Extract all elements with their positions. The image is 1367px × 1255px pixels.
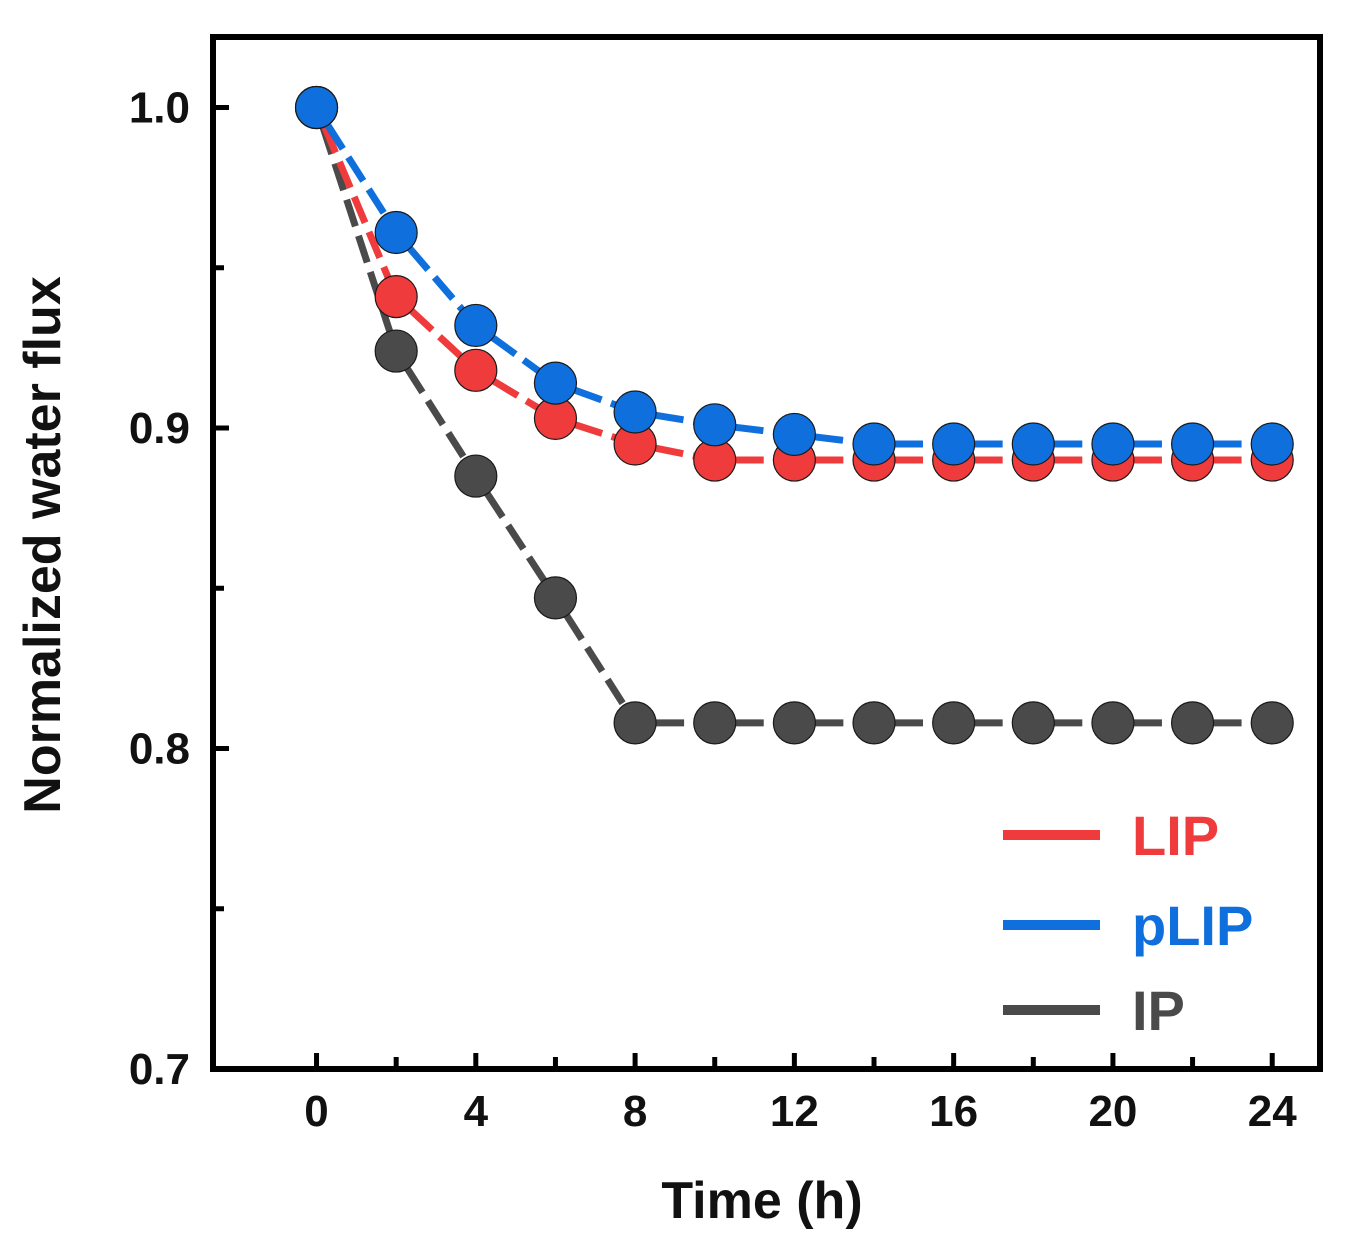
x-axis-title: Time (h) (661, 1172, 862, 1230)
data-point (454, 348, 498, 392)
data-point (852, 701, 896, 745)
data-point (454, 454, 498, 498)
data-point (613, 390, 657, 434)
data-point (772, 412, 816, 457)
data-point (932, 701, 976, 745)
data-point (374, 329, 418, 373)
data-point (1091, 422, 1135, 466)
series-line-segment (407, 246, 465, 312)
series-line-segment (321, 125, 392, 279)
data-point (454, 303, 498, 348)
data-point (1091, 701, 1135, 745)
data-point (1011, 422, 1055, 466)
x-tick-label: 0 (304, 1087, 328, 1136)
series-line-segment (404, 366, 468, 461)
x-tick-label: 20 (1088, 1087, 1137, 1136)
data-point (772, 701, 816, 745)
series-plip (294, 85, 1294, 466)
legend-label-lip: LIP (1132, 804, 1219, 867)
plot-frame (210, 34, 1323, 1072)
x-tick-label: 4 (464, 1087, 489, 1136)
series-line-segment (409, 308, 463, 359)
plot-area (294, 85, 1294, 745)
series-line-segment (563, 613, 627, 708)
data-point (533, 361, 578, 405)
data-point (1170, 701, 1215, 745)
y-tick-label: 0.7 (129, 1045, 190, 1094)
series-line-segment (490, 334, 541, 374)
y-axis-title: Normalized water flux (14, 276, 72, 814)
data-point (1170, 422, 1215, 466)
legend-label-ip: IP (1132, 979, 1185, 1042)
legend-label-plip: pLIP (1132, 894, 1253, 957)
data-point (693, 403, 737, 447)
series-line-segment (814, 433, 854, 445)
y-axis: 0.7 0.8 0.9 1.0 (129, 84, 229, 1094)
series-line-segment (484, 491, 547, 583)
data-point (1011, 701, 1055, 745)
data-point (374, 275, 418, 319)
data-point (1250, 701, 1294, 745)
x-tick-label: 24 (1248, 1087, 1297, 1136)
data-point (294, 85, 339, 130)
series-line-segment (574, 386, 617, 409)
y-tick-label: 1.0 (129, 84, 190, 133)
series-line-segment (491, 378, 540, 411)
x-tick-label: 16 (929, 1087, 978, 1136)
y-tick-label: 0.9 (129, 404, 190, 453)
series-line-segment (324, 123, 388, 217)
series-line-segment (654, 444, 695, 460)
data-point (374, 210, 418, 255)
data-point (1250, 422, 1294, 466)
data-point (693, 701, 737, 745)
series-line-segment (735, 423, 774, 436)
data-point (852, 422, 896, 466)
x-tick-label: 12 (770, 1087, 819, 1136)
data-point (932, 422, 976, 466)
series-line-segment (655, 411, 695, 425)
legend: LIP pLIP IP (1003, 804, 1253, 1042)
data-point (533, 576, 578, 620)
y-tick-label: 0.8 (129, 725, 190, 774)
x-tick-label: 8 (623, 1087, 647, 1136)
x-axis: 0 4 8 12 16 20 24 (304, 1053, 1297, 1136)
data-point (613, 701, 657, 745)
series-line-segment (574, 421, 617, 441)
